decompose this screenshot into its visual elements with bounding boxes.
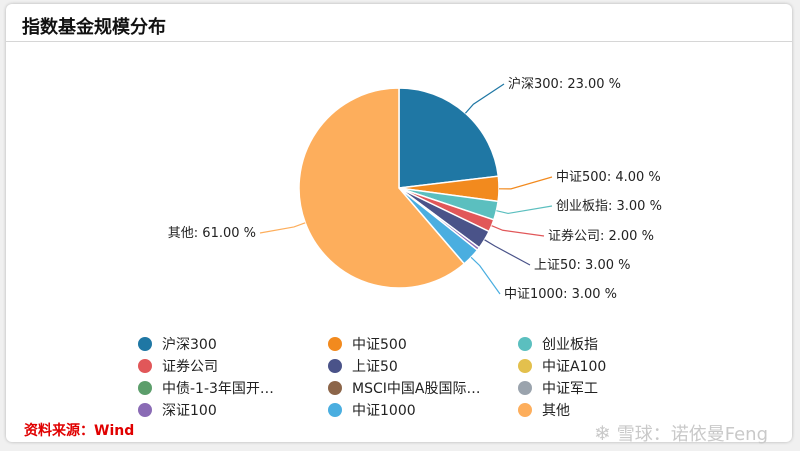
label-leader-line [484, 239, 531, 266]
legend-label: 中证1000 [352, 402, 416, 419]
pie-chart: 沪深300: 23.00 % 中证500: 4.00 % 创业板指: 3.00 % 证… [168, 76, 662, 302]
legend-label: 中债-1-3年国开… [162, 380, 274, 397]
slice-data-label: 上证50: 3.00 % [534, 258, 631, 273]
slice-data-label: 证券公司: 2.00 % [548, 228, 654, 244]
legend-label: 中证军工 [542, 380, 598, 397]
slice-data-label: 沪深300: 23.00 % [508, 76, 621, 92]
legend-label: 深证100 [162, 402, 217, 419]
legend-item[interactable]: 中债-1-3年国开… [138, 378, 328, 397]
source-note: 资料来源：Wind [24, 423, 135, 439]
legend-label: 中证A100 [542, 358, 607, 375]
legend-label: 创业板指 [542, 336, 598, 353]
slice-data-label: 创业板指: 3.00 % [556, 199, 662, 214]
title-divider [6, 41, 792, 42]
watermark-text: 雪球：诺依曼Feng [616, 424, 768, 445]
slice-data-label: 其他: 61.00 % [168, 226, 256, 241]
legend-swatch [328, 336, 342, 351]
legend-swatch [138, 336, 152, 351]
slice-data-label: 中证500: 4.00 % [556, 170, 661, 185]
legend-label: MSCI中国A股国际… [352, 380, 481, 397]
legend-item[interactable]: 中证500 [328, 334, 518, 353]
legend-swatch [518, 402, 532, 417]
snowball-logo-icon: ❄ [593, 421, 611, 445]
legend-label: 沪深300 [162, 336, 217, 353]
legend-item[interactable]: 上证50 [328, 356, 518, 375]
pie-slice [298, 87, 466, 289]
chart-legend: 沪深300 中证500 创业板指证券公司 上证50 中证A100 中债-1-3年国开… MS… [138, 334, 738, 419]
legend-label: 上证50 [352, 358, 398, 375]
slice-data-label: 中证1000: 3.00 % [504, 287, 617, 302]
legend-swatch [518, 336, 532, 351]
legend-swatch [328, 358, 342, 373]
watermark: ❄ 雪球：诺依曼Feng [594, 420, 768, 446]
legend-item[interactable]: 中证1000 [328, 400, 518, 419]
legend-label: 中证500 [352, 336, 407, 353]
chart-title: 指数基金规模分布 [22, 17, 166, 38]
legend-swatch [138, 402, 152, 417]
legend-item[interactable]: 深证100 [138, 400, 328, 419]
legend-item[interactable]: 沪深300 [138, 334, 328, 353]
legend-item[interactable]: 中证A100 [518, 356, 708, 375]
legend-swatch [518, 358, 532, 373]
legend-swatch [518, 380, 532, 395]
legend-item[interactable]: 中证军工 [518, 378, 708, 397]
legend-swatch [138, 380, 152, 395]
legend-item[interactable]: 证券公司 [138, 356, 328, 375]
label-leader-line [259, 222, 306, 234]
legend-swatch [328, 402, 342, 417]
legend-swatch [138, 358, 152, 373]
label-leader-line [470, 256, 501, 295]
label-leader-line [464, 83, 505, 114]
legend-label: 证券公司 [162, 358, 218, 375]
legend-item[interactable]: 创业板指 [518, 334, 708, 353]
legend-item[interactable]: 其他 [518, 400, 708, 419]
legend-label: 其他 [542, 402, 570, 419]
label-leader-line [498, 176, 553, 190]
chart-card: 指数基金规模分布 沪深300: 23.00 % 中证500: 4.00 % 创业板指… [6, 4, 792, 445]
legend-item[interactable]: MSCI中国A股国际… [328, 378, 518, 397]
label-leader-line [491, 225, 545, 237]
legend-swatch [328, 380, 342, 395]
pie-slice [398, 87, 500, 189]
label-leader-line [496, 205, 553, 215]
